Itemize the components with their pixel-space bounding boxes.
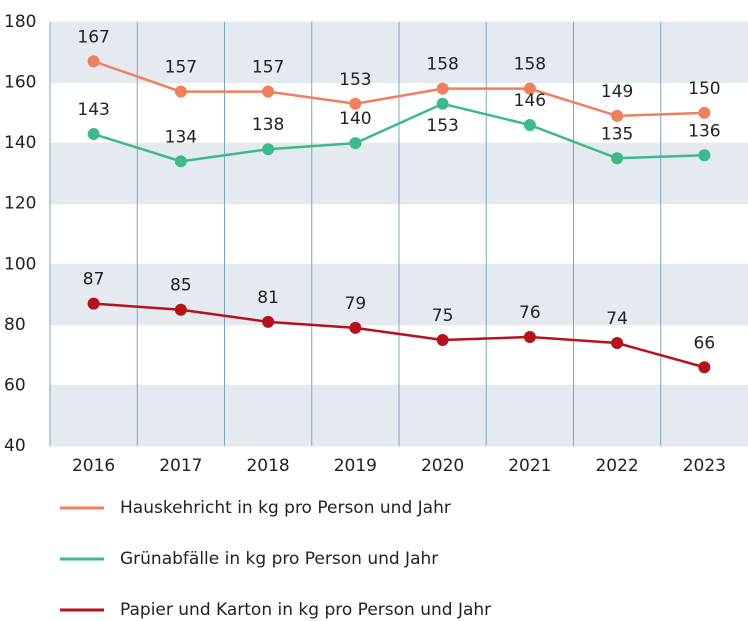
data-label: 157 (165, 58, 197, 78)
data-label: 143 (77, 100, 109, 120)
x-tick-label: 2021 (508, 456, 551, 476)
y-tick-label: 80 (4, 315, 26, 335)
data-point (262, 85, 275, 98)
data-point (87, 55, 100, 68)
data-label: 153 (426, 116, 458, 136)
data-label: 138 (252, 115, 284, 135)
data-label: 75 (432, 306, 454, 326)
legend-label: Grünabfälle in kg pro Person und Jahr (120, 549, 438, 569)
data-point (262, 143, 275, 156)
y-tick-label: 140 (4, 133, 36, 153)
data-point (262, 315, 275, 328)
data-point (174, 155, 187, 168)
data-point (523, 82, 536, 95)
legend-label: Hauskehricht in kg pro Person und Jahr (120, 498, 451, 518)
x-tick-label: 2022 (595, 456, 638, 476)
data-point (349, 137, 362, 150)
data-label: 136 (688, 121, 720, 141)
series-line (93, 102, 705, 163)
x-tick-label: 2019 (334, 456, 377, 476)
data-point (349, 321, 362, 334)
data-label: 158 (426, 55, 458, 75)
x-tick-label: 2018 (246, 456, 289, 476)
data-label: 146 (514, 91, 546, 111)
data-label: 66 (694, 333, 716, 353)
y-tick-label: 100 (4, 254, 36, 274)
data-point (349, 97, 362, 110)
data-label: 140 (339, 109, 371, 129)
data-label: 135 (601, 124, 633, 144)
data-label: 74 (606, 309, 628, 329)
y-tick-label: 120 (4, 194, 36, 214)
data-point (87, 128, 100, 141)
data-point (523, 118, 536, 131)
data-label: 85 (170, 276, 192, 296)
data-label: 76 (519, 303, 541, 323)
data-point (698, 361, 711, 374)
data-label: 167 (77, 27, 109, 47)
y-tick-label: 40 (4, 436, 26, 456)
legend-label: Papier und Karton in kg pro Person und J… (120, 600, 491, 620)
x-tick-label: 2017 (159, 456, 202, 476)
data-point (174, 85, 187, 98)
x-tick-label: 2016 (72, 456, 115, 476)
data-point (611, 152, 624, 165)
data-label: 87 (83, 270, 105, 290)
y-tick-label: 60 (4, 375, 26, 395)
data-label: 81 (257, 288, 279, 308)
data-point (436, 82, 449, 95)
series-line (93, 60, 705, 118)
x-tick-label: 2020 (421, 456, 464, 476)
data-label: 153 (339, 70, 371, 90)
data-point (698, 149, 711, 162)
data-point (523, 330, 536, 343)
series-line (93, 302, 705, 369)
data-label: 158 (514, 55, 546, 75)
data-point (436, 334, 449, 346)
data-point (436, 97, 449, 110)
y-tick-label: 180 (4, 12, 36, 32)
y-tick-label: 160 (4, 73, 36, 93)
data-label: 157 (252, 58, 284, 78)
data-label: 79 (345, 294, 367, 314)
data-label: 134 (165, 127, 197, 147)
data-point (698, 106, 711, 119)
data-label: 149 (601, 82, 633, 102)
data-point (611, 109, 624, 122)
x-tick-label: 2023 (683, 456, 726, 476)
data-label: 150 (688, 79, 720, 99)
data-point (87, 297, 100, 310)
data-point (174, 303, 187, 316)
data-point (611, 337, 624, 350)
